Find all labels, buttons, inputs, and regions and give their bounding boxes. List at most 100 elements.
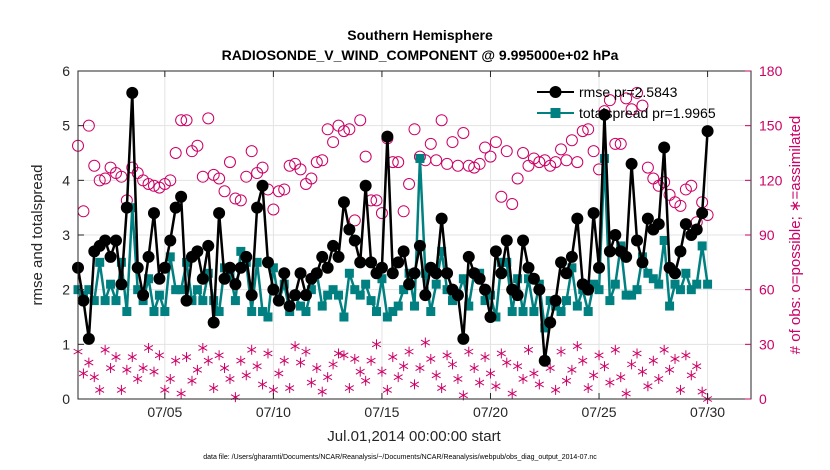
assimilated-obs-asterisk <box>328 359 338 370</box>
legend: rmse pr=2.5843 totalspread pr=1.9965 <box>537 84 716 121</box>
y-right-tick-label: 30 <box>759 336 775 352</box>
y-left-tick-label: 3 <box>62 227 70 243</box>
assimilated-obs-asterisk <box>295 357 306 368</box>
possible-obs-circle <box>685 179 698 192</box>
totalspread-point <box>171 285 181 295</box>
totalspread-point <box>122 307 132 317</box>
assimilated-obs-asterisk <box>355 366 365 377</box>
possible-obs-circle <box>506 198 519 211</box>
rmse-point <box>381 130 394 143</box>
rmse-point <box>332 250 345 263</box>
assimilated-obs-asterisk <box>491 381 501 392</box>
rmse-point <box>565 250 578 263</box>
possible-obs-circle <box>392 156 405 169</box>
rmse-point <box>158 261 171 274</box>
totalspread-point <box>485 290 495 300</box>
rmse-point <box>489 245 502 258</box>
totalspread-point <box>388 307 398 317</box>
assimilated-obs-asterisk <box>583 383 593 394</box>
possible-obs-circle <box>305 172 318 185</box>
rmse-point <box>223 261 236 274</box>
assimilated-obs-asterisk <box>648 355 658 366</box>
obs-count-layer <box>72 86 714 404</box>
possible-obs-circle <box>256 161 269 174</box>
rmse-point <box>278 267 291 280</box>
possible-obs-circle <box>397 205 410 218</box>
assimilated-obs-asterisk <box>513 361 523 372</box>
assimilated-obs-asterisk <box>523 344 534 355</box>
rmse-point <box>679 218 692 231</box>
possible-obs-circle <box>495 190 508 203</box>
possible-obs-circle <box>234 194 247 207</box>
totalspread-point <box>513 274 523 284</box>
totalspread-point <box>572 301 582 311</box>
assimilated-obs-asterisk <box>426 353 436 364</box>
possible-obs-circle <box>267 203 280 216</box>
possible-obs-circle <box>587 145 600 158</box>
y-right-tick-label: 60 <box>759 282 775 298</box>
rmse-point <box>533 283 546 296</box>
totalspread-point <box>106 279 116 289</box>
rmse-point <box>484 311 497 323</box>
rmse-point <box>473 272 486 285</box>
totalspread-point <box>561 296 571 306</box>
y-right-tick-label: 150 <box>759 118 783 134</box>
x-tick-label: 07/20 <box>473 404 508 420</box>
rmse-point <box>99 234 112 247</box>
totalspread-point <box>529 307 539 317</box>
assimilated-obs-asterisk <box>317 386 327 397</box>
assimilated-obs-asterisk <box>594 350 604 361</box>
legend-rmse-marker <box>549 86 562 98</box>
assimilated-obs-asterisk <box>399 361 409 372</box>
totalspread-point <box>149 307 159 317</box>
rmse-point <box>142 250 155 263</box>
assimilated-obs-asterisk <box>350 353 360 364</box>
possible-obs-circle <box>327 136 340 149</box>
assimilated-obs-asterisk <box>616 372 626 383</box>
totalspread-point <box>643 268 653 278</box>
assimilated-obs-asterisk <box>149 366 159 377</box>
possible-obs-circle <box>489 136 502 149</box>
rmse-point <box>652 218 665 231</box>
rmse-point <box>582 283 595 296</box>
assimilated-obs-asterisk <box>654 373 664 384</box>
y-left-tick-label: 2 <box>62 282 70 298</box>
possible-obs-circle <box>316 154 329 167</box>
totalspread-point <box>665 301 675 311</box>
assimilated-obs-asterisk <box>480 352 490 363</box>
totalspread-point <box>692 279 702 289</box>
totalspread-point <box>648 274 658 284</box>
assimilated-obs-asterisk <box>241 370 251 381</box>
rmse-point <box>408 267 421 280</box>
assimilated-obs-asterisk <box>496 348 506 359</box>
legend-totalspread-marker <box>550 108 561 118</box>
rmse-point <box>131 261 144 274</box>
assimilated-obs-asterisk <box>176 388 186 399</box>
assimilated-obs-asterisk <box>561 375 572 386</box>
possible-obs-circle <box>565 134 578 147</box>
assimilated-obs-asterisk <box>697 386 707 397</box>
assimilated-obs-asterisk <box>599 361 610 372</box>
possible-obs-circle <box>641 161 654 174</box>
totalspread-point <box>507 307 517 317</box>
possible-obs-circle <box>294 163 307 176</box>
totalspread-point <box>567 263 577 273</box>
possible-obs-circle <box>283 159 296 172</box>
possible-obs-circle <box>658 176 671 189</box>
totalspread-point <box>154 290 164 300</box>
totalspread-point <box>670 279 680 289</box>
assimilated-obs-asterisk <box>377 366 387 377</box>
totalspread-point <box>377 274 387 284</box>
totalspread-point <box>355 290 365 300</box>
possible-obs-circle <box>180 114 193 127</box>
possible-obs-circle <box>533 156 546 169</box>
totalspread-point <box>361 279 371 289</box>
assimilated-obs-asterisk <box>301 346 311 357</box>
rmse-point <box>213 207 226 220</box>
rmse-point <box>669 267 682 280</box>
x-tick-label: 07/05 <box>147 404 182 420</box>
assimilated-obs-asterisk <box>621 388 631 399</box>
assimilated-obs-asterisk <box>431 370 441 381</box>
chart-title-line2: RADIOSONDE_V_WIND_COMPONENT @ 9.995000e+… <box>222 47 619 63</box>
assimilated-obs-asterisk <box>181 352 192 363</box>
